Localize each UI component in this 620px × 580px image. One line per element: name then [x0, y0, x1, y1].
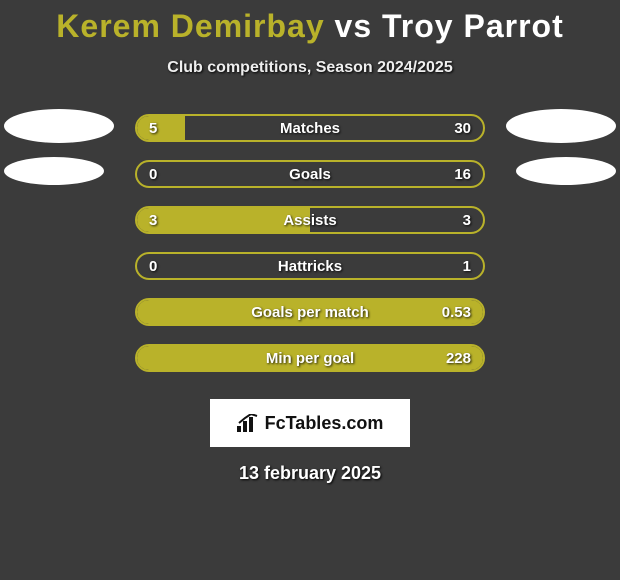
stat-label: Goals: [137, 166, 483, 183]
stat-bar: 0Hattricks1: [135, 252, 485, 280]
right-value: 0.53: [442, 304, 471, 321]
right-value: 30: [454, 120, 471, 137]
stat-row: 0Goals16: [0, 151, 620, 197]
stat-bar: 5Matches30: [135, 114, 485, 142]
stat-bar: 3Assists3: [135, 206, 485, 234]
stat-row: Goals per match0.53: [0, 289, 620, 335]
stat-row: 3Assists3: [0, 197, 620, 243]
player2-disc: [506, 109, 616, 143]
logo-text: FcTables.com: [265, 413, 384, 434]
stat-bar: Min per goal228: [135, 344, 485, 372]
stat-row: Min per goal228: [0, 335, 620, 381]
stat-label: Goals per match: [137, 304, 483, 321]
player1-name: Kerem Demirbay: [56, 8, 324, 44]
right-value: 16: [454, 166, 471, 183]
subtitle: Club competitions, Season 2024/2025: [0, 59, 620, 77]
vs-text: vs: [335, 8, 373, 44]
player1-disc: [4, 109, 114, 143]
comparison-chart: 5Matches300Goals163Assists30Hattricks1Go…: [0, 105, 620, 381]
player2-disc: [516, 157, 616, 185]
player1-disc: [4, 157, 104, 185]
stat-row: 5Matches30: [0, 105, 620, 151]
stat-bar: 0Goals16: [135, 160, 485, 188]
right-value: 3: [463, 212, 471, 229]
stat-label: Matches: [137, 120, 483, 137]
stat-bar: Goals per match0.53: [135, 298, 485, 326]
date-text: 13 february 2025: [0, 463, 620, 484]
stat-label: Assists: [137, 212, 483, 229]
stat-label: Min per goal: [137, 350, 483, 367]
stat-label: Hattricks: [137, 258, 483, 275]
logo-box: FcTables.com: [210, 399, 410, 447]
stat-row: 0Hattricks1: [0, 243, 620, 289]
right-value: 228: [446, 350, 471, 367]
right-value: 1: [463, 258, 471, 275]
page-title: Kerem Demirbay vs Troy Parrot: [0, 0, 620, 45]
chart-icon: [237, 414, 259, 432]
player2-name: Troy Parrot: [382, 8, 564, 44]
